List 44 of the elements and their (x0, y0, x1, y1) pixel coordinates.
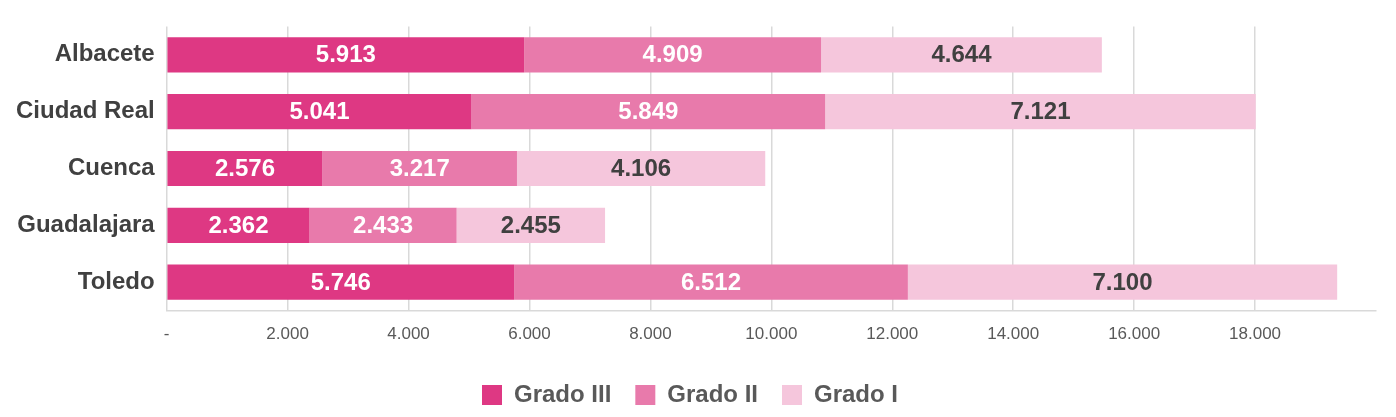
data-label: 2.362 (208, 210, 269, 238)
x-tick-label: 2.000 (266, 324, 309, 344)
bar (471, 94, 826, 130)
bar (516, 150, 766, 187)
data-label: 2.455 (500, 210, 561, 238)
bar (907, 264, 1338, 300)
x-tick-label: 14.000 (987, 324, 1040, 344)
bar (825, 94, 1256, 130)
data-label: 7.100 (1092, 267, 1153, 295)
y-tick-label: Ciudad Real (15, 96, 155, 124)
data-label: 5.746 (310, 267, 371, 295)
x-tick-label: 12.000 (866, 324, 919, 344)
data-label: 5.913 (315, 40, 376, 68)
x-tick-label: 16.000 (1108, 324, 1161, 344)
legend-label: Grado I (814, 379, 899, 407)
data-label: 2.576 (214, 154, 275, 182)
x-tick-label: 10.000 (745, 324, 798, 344)
x-tick-label: 8.000 (629, 324, 672, 344)
x-tick-label: 4.000 (387, 324, 430, 344)
bar (167, 37, 525, 73)
y-tick-label: Toledo (77, 266, 155, 294)
data-label: 4.909 (642, 40, 703, 68)
y-tick-label: Albacete (54, 39, 155, 67)
x-tick-label: 6.000 (508, 324, 551, 344)
bar (322, 150, 517, 187)
data-label: 2.433 (353, 210, 414, 238)
y-tick-label: Guadalajara (17, 209, 156, 237)
data-label: 5.849 (618, 97, 679, 125)
y-tick-label: Cuenca (67, 153, 156, 181)
data-label: 4.644 (931, 40, 993, 68)
legend-label: Grado III (513, 379, 612, 407)
x-tick-label: 18.000 (1229, 324, 1282, 344)
bar (821, 37, 1102, 73)
data-label: 7.121 (1010, 97, 1071, 125)
data-label: 6.512 (680, 267, 742, 295)
bar (514, 264, 908, 300)
data-label: 4.106 (611, 154, 672, 182)
data-label: 3.217 (389, 154, 450, 182)
data-label: 5.041 (289, 97, 350, 125)
bar (524, 37, 822, 73)
bar (167, 264, 515, 300)
bar (167, 94, 472, 130)
x-tick-label: - (163, 324, 170, 344)
legend-label: Grado II (667, 379, 759, 407)
